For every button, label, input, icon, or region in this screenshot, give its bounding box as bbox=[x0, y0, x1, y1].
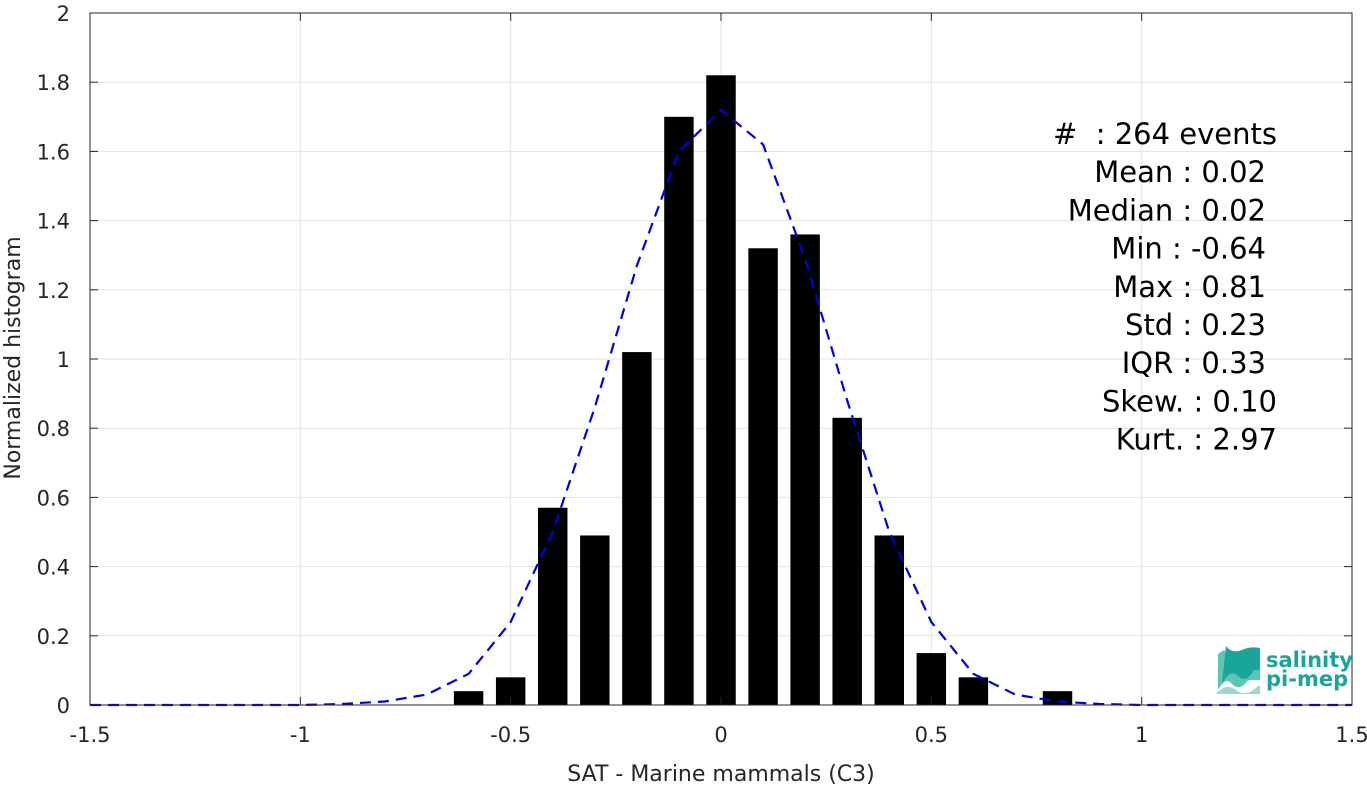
y-tick-label: 0.8 bbox=[37, 417, 70, 441]
histogram-bar bbox=[916, 653, 947, 705]
x-tick-label: 1.5 bbox=[1335, 723, 1367, 747]
histogram-bar bbox=[748, 248, 778, 705]
x-tick-label: -1.5 bbox=[70, 723, 111, 747]
histogram-bar bbox=[664, 116, 694, 706]
y-tick-label: 0.2 bbox=[37, 625, 70, 649]
histogram-bar bbox=[706, 75, 736, 705]
logo-text-line1: salinity bbox=[1266, 648, 1353, 672]
y-tick-label: 0 bbox=[57, 694, 70, 718]
logo-text-line2: pi-mep bbox=[1266, 667, 1348, 691]
x-tick-label: 1 bbox=[1135, 723, 1148, 747]
y-tick-label: 0.6 bbox=[37, 486, 70, 510]
histogram-bar bbox=[874, 535, 904, 705]
histogram-bar bbox=[538, 507, 568, 705]
y-tick-label: 1.4 bbox=[37, 210, 70, 234]
y-tick-label: 1.2 bbox=[37, 279, 70, 303]
y-tick-label: 1 bbox=[57, 348, 70, 372]
histogram-bar bbox=[832, 417, 862, 705]
y-tick-label: 2 bbox=[57, 2, 70, 26]
normal-fit-curve bbox=[90, 108, 1352, 707]
stat-line: Skew. : 0.10 bbox=[1102, 384, 1277, 418]
x-tick-label: -0.5 bbox=[490, 723, 531, 747]
tick-labels: -1.5 -1 -0.5 0 0.5 1 1.5 0 0.2 0.4 0.6 0.8 1 1.2 1.4 1.… bbox=[37, 2, 1367, 747]
histogram-bar bbox=[453, 691, 484, 705]
histogram-bar bbox=[622, 352, 652, 705]
stats-box: # : 264 events Mean : 0.02 Median : 0.02 Mi… bbox=[1053, 117, 1277, 457]
y-tick-label: 1.6 bbox=[37, 140, 70, 164]
histogram-bar bbox=[580, 535, 610, 705]
histogram-bar bbox=[790, 234, 820, 705]
stat-line: Max : 0.81 bbox=[1113, 270, 1266, 304]
stat-line: Mean : 0.02 bbox=[1094, 155, 1266, 189]
stat-line: Std : 0.23 bbox=[1125, 308, 1266, 342]
x-tick-label: -1 bbox=[290, 723, 311, 747]
stat-line: Kurt. : 2.97 bbox=[1116, 423, 1277, 457]
stat-line: # : 264 events bbox=[1053, 117, 1277, 151]
stat-line: IQR : 0.33 bbox=[1122, 346, 1266, 380]
x-tick-label: 0 bbox=[714, 723, 727, 747]
bars bbox=[453, 75, 1073, 706]
histogram-bar bbox=[958, 677, 989, 705]
y-axis-title: Normalized histogram bbox=[1, 236, 26, 479]
fit-curve-layer bbox=[90, 108, 1352, 707]
stat-line: Min : -0.64 bbox=[1111, 232, 1266, 266]
y-tick-label: 1.8 bbox=[37, 71, 70, 95]
y-tick-label: 0.4 bbox=[37, 556, 70, 580]
salinity-pi-mep-logo: salinity pi-mep bbox=[1216, 646, 1353, 694]
wave-logo-icon bbox=[1216, 646, 1260, 694]
stat-line: Median : 0.02 bbox=[1068, 193, 1266, 227]
x-axis-title: SAT - Marine mammals (C3) bbox=[567, 762, 875, 785]
x-tick-label: 0.5 bbox=[915, 723, 948, 747]
axes bbox=[89, 12, 1353, 706]
